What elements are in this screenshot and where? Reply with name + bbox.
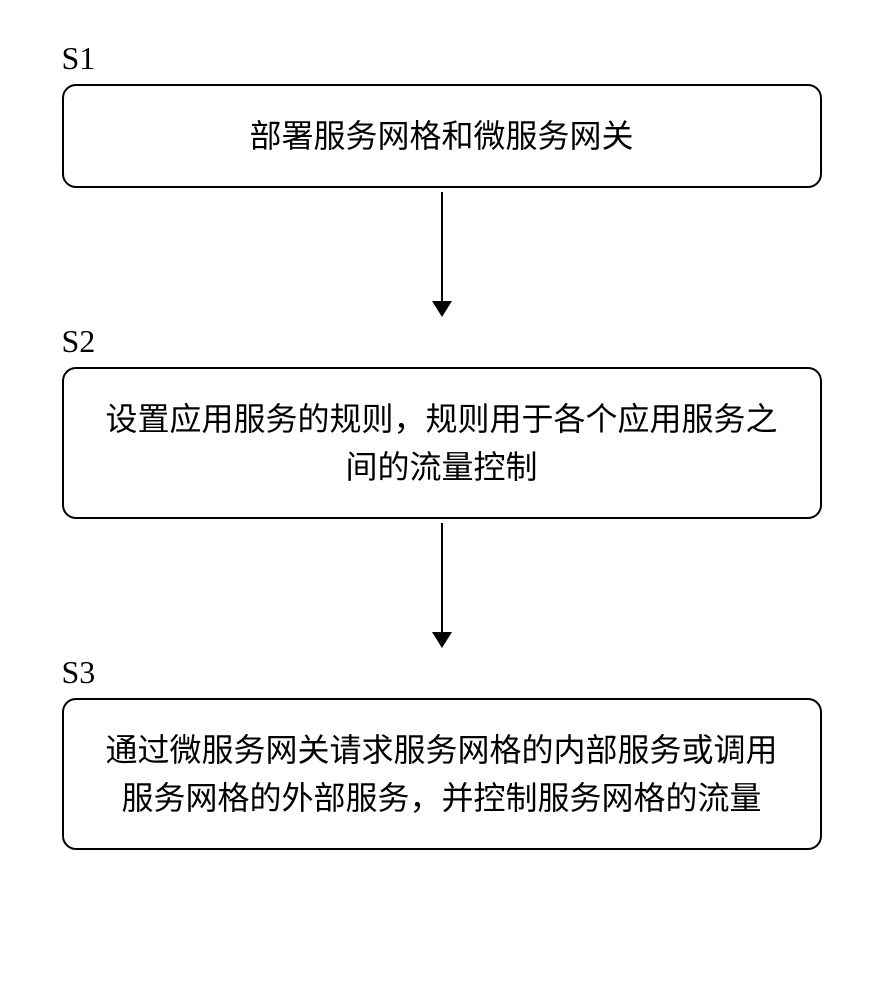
step-s2-box: 设置应用服务的规则，规则用于各个应用服务之间的流量控制 <box>62 367 822 519</box>
step-s1-box: 部署服务网格和微服务网关 <box>62 84 822 188</box>
arrow-head-icon <box>432 301 452 317</box>
step-s3: S3 通过微服务网关请求服务网格的内部服务或调用服务网格的外部服务，并控制服务网… <box>62 698 822 850</box>
arrow-head-icon <box>432 632 452 648</box>
step-s1-label: S1 <box>62 40 96 77</box>
step-s2: S2 设置应用服务的规则，规则用于各个应用服务之间的流量控制 <box>62 367 822 519</box>
arrow-line <box>441 192 443 302</box>
step-s2-label: S2 <box>62 323 96 360</box>
arrow-line <box>441 523 443 633</box>
arrow-s2-s3 <box>432 523 452 648</box>
step-s3-box: 通过微服务网关请求服务网格的内部服务或调用服务网格的外部服务，并控制服务网格的流… <box>62 698 822 850</box>
step-s1: S1 部署服务网格和微服务网关 <box>62 84 822 188</box>
flowchart-container: S1 部署服务网格和微服务网关 S2 设置应用服务的规则，规则用于各个应用服务之… <box>62 40 822 850</box>
arrow-s1-s2 <box>432 192 452 317</box>
step-s3-label: S3 <box>62 654 96 691</box>
